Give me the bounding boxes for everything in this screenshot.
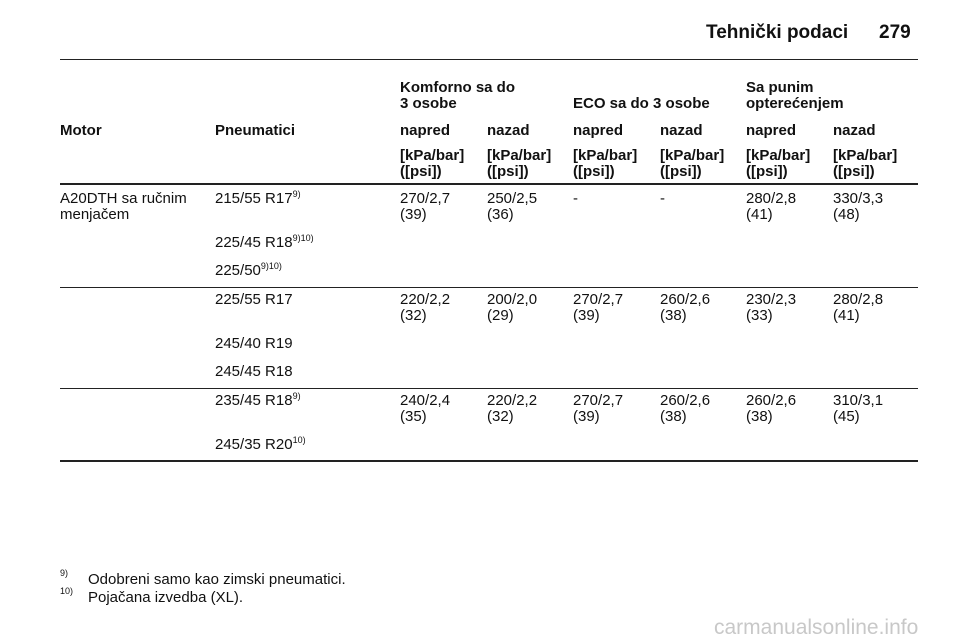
tyre-size: 235/45 R18 — [215, 392, 293, 409]
tyre-note: 9) — [292, 189, 301, 199]
pressure: (29) — [487, 307, 514, 324]
tyre: 245/35 R2010) — [215, 435, 306, 454]
pressure: 270/2,7 — [573, 392, 624, 409]
motor: menjačem — [60, 206, 130, 223]
tyre: 235/45 R189) — [215, 391, 301, 410]
column-header: nazad — [833, 122, 876, 139]
pressure: (33) — [746, 307, 773, 324]
group-label: ECO sa do 3 osobe — [573, 95, 710, 112]
group-label: Komforno sa do — [400, 79, 515, 96]
pressure: 220/2,2 — [487, 392, 538, 409]
pressure: 260/2,6 — [746, 392, 797, 409]
tyre-size: 245/45 R18 — [215, 363, 293, 380]
pressure: (32) — [487, 408, 514, 425]
tyre: 225/509)10) — [215, 261, 282, 280]
column-header: napred — [400, 122, 451, 139]
pressure: - — [660, 190, 665, 207]
page-number: 279 — [879, 22, 911, 43]
pressure: (32) — [400, 307, 427, 324]
pressure: (39) — [400, 206, 427, 223]
tyre-note: 10) — [292, 435, 306, 445]
tyre-size: 225/45 R18 — [215, 234, 293, 251]
tyre-size: 245/35 R20 — [215, 436, 293, 453]
column-header: Pneumatici — [215, 122, 296, 139]
pressure: 270/2,7 — [573, 291, 624, 308]
tyre: 245/45 R18 — [215, 364, 293, 380]
motor: A20DTH sa ručnim — [60, 190, 187, 207]
pressure: (41) — [833, 307, 860, 324]
pressure: 280/2,8 — [833, 291, 884, 308]
pressure: 200/2,0 — [487, 291, 538, 308]
group-label: opterećenjem — [746, 95, 844, 112]
footnote-mark: 10) — [60, 586, 74, 596]
rule — [60, 287, 918, 288]
tyre-note: 9) — [292, 391, 301, 401]
pressure: 240/2,4 — [400, 392, 451, 409]
group-label: Sa punim — [746, 79, 814, 96]
footnote-text: Pojačana izvedba (XL). — [88, 589, 244, 606]
pressure: 330/3,3 — [833, 190, 884, 207]
tyre-note: 9)10) — [260, 261, 282, 271]
unit: [kPa/bar] — [660, 147, 725, 164]
pressure: 220/2,2 — [400, 291, 451, 308]
unit: [kPa/bar] — [573, 147, 638, 164]
unit: ([psi]) — [400, 163, 442, 180]
pressure: 280/2,8 — [746, 190, 797, 207]
rule — [60, 460, 918, 462]
unit: [kPa/bar] — [746, 147, 811, 164]
pressure: (48) — [833, 206, 860, 223]
column-header: nazad — [487, 122, 530, 139]
tyre-size: 225/55 R17 — [215, 291, 293, 308]
unit: [kPa/bar] — [487, 147, 552, 164]
column-header: napred — [573, 122, 624, 139]
pressure: (38) — [746, 408, 773, 425]
pressure: 230/2,3 — [746, 291, 797, 308]
pressure: (35) — [400, 408, 427, 425]
tyre: 225/55 R17 — [215, 292, 293, 308]
tyre: 225/45 R189)10) — [215, 233, 314, 252]
unit: [kPa/bar] — [833, 147, 898, 164]
rule — [60, 183, 918, 185]
tyre-size: 225/50 — [215, 262, 261, 279]
unit: ([psi]) — [487, 163, 529, 180]
pressure: 310/3,1 — [833, 392, 884, 409]
pressure: 270/2,7 — [400, 190, 451, 207]
unit: ([psi]) — [833, 163, 875, 180]
pressure: 260/2,6 — [660, 291, 711, 308]
pressure: 250/2,5 — [487, 190, 538, 207]
column-header: nazad — [660, 122, 703, 139]
tyre: 215/55 R179) — [215, 189, 301, 208]
unit: [kPa/bar] — [400, 147, 465, 164]
pressure: 260/2,6 — [660, 392, 711, 409]
tyre: 245/40 R19 — [215, 336, 293, 352]
unit: ([psi]) — [746, 163, 788, 180]
footnote-text: Odobreni samo kao zimski pneumatici. — [88, 571, 346, 588]
tyre-size: 215/55 R17 — [215, 190, 293, 207]
pressure: - — [573, 190, 578, 207]
tyre-note: 9)10) — [292, 233, 314, 243]
unit: ([psi]) — [660, 163, 702, 180]
pressure: (38) — [660, 408, 687, 425]
page-title: Tehnički podaci — [706, 22, 849, 43]
pressure: (45) — [833, 408, 860, 425]
pressure: (38) — [660, 307, 687, 324]
unit: ([psi]) — [573, 163, 615, 180]
watermark: carmanualsonline.info — [714, 616, 919, 639]
pressure: (39) — [573, 307, 600, 324]
pressure: (36) — [487, 206, 514, 223]
pressure: (41) — [746, 206, 773, 223]
rule — [60, 388, 918, 389]
column-header: napred — [746, 122, 797, 139]
column-header: Motor — [60, 122, 102, 139]
pressure: (39) — [573, 408, 600, 425]
rule — [60, 59, 918, 60]
group-label: 3 osobe — [400, 95, 457, 112]
footnote-mark: 9) — [60, 568, 69, 578]
tyre-size: 245/40 R19 — [215, 335, 293, 352]
